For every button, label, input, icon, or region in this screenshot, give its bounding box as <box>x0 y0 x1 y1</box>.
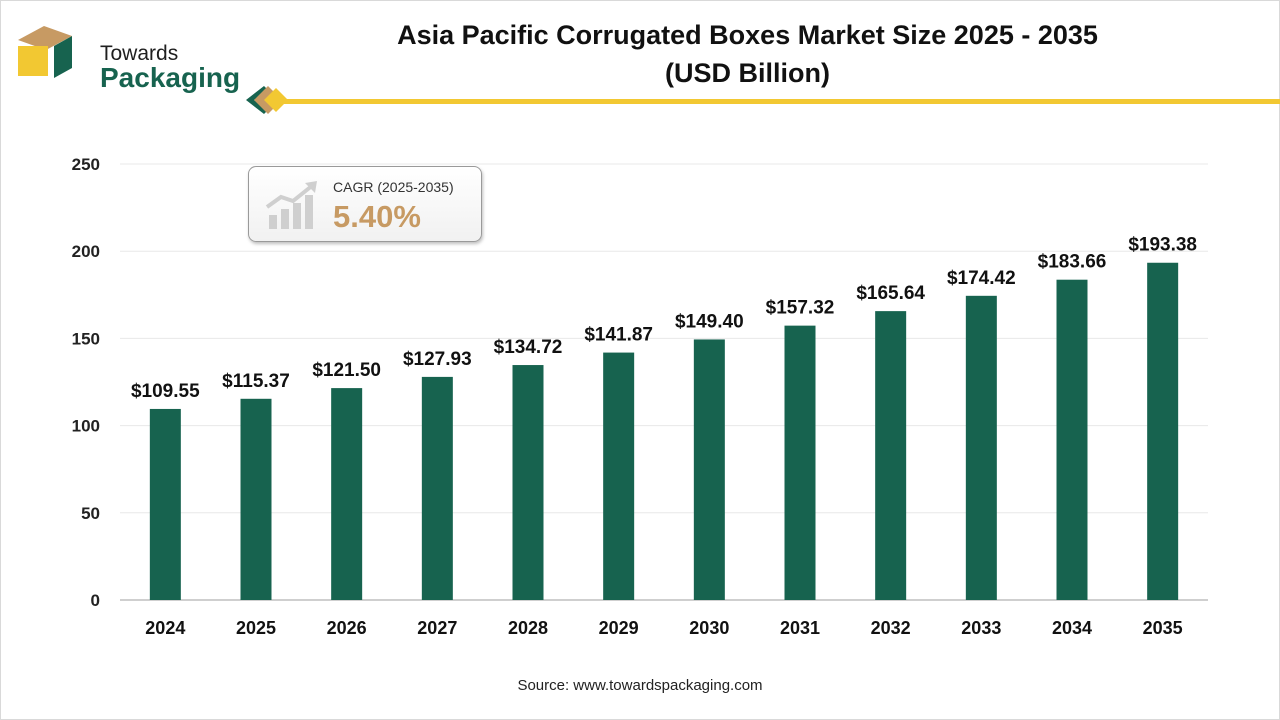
header-divider <box>246 86 1280 114</box>
chart-title-line1: Asia Pacific Corrugated Boxes Market Siz… <box>397 20 1098 50</box>
bar <box>331 388 363 600</box>
data-label: $141.87 <box>584 325 653 346</box>
x-tick-label: 2034 <box>1052 618 1092 638</box>
bar <box>1147 262 1179 600</box>
cagr-value: 5.40% <box>333 199 421 234</box>
x-tick-label: 2031 <box>780 618 820 638</box>
chart-title-line2: (USD Billion) <box>665 58 830 88</box>
x-tick-label: 2035 <box>1143 618 1183 638</box>
brand-name-line1: Towards <box>100 42 179 65</box>
x-tick-label: 2033 <box>961 618 1001 638</box>
data-label: $127.93 <box>403 349 472 370</box>
bar <box>693 339 725 600</box>
data-label: $193.38 <box>1128 235 1197 256</box>
bar <box>149 408 181 600</box>
data-label: $174.42 <box>947 268 1016 289</box>
data-label: $109.55 <box>131 381 200 402</box>
data-label: $183.66 <box>1038 252 1107 273</box>
x-tick-label: 2029 <box>599 618 639 638</box>
y-tick-label: 50 <box>81 504 100 523</box>
data-label: $149.40 <box>675 311 744 332</box>
data-label: $157.32 <box>766 298 835 319</box>
bar <box>965 295 997 600</box>
y-tick-label: 100 <box>72 417 100 436</box>
brand-name-line2: Packaging <box>100 62 241 93</box>
data-label: $121.50 <box>312 360 381 381</box>
x-tick-label: 2030 <box>689 618 729 638</box>
bar <box>421 376 453 600</box>
bar <box>240 398 272 600</box>
bar <box>1056 279 1088 600</box>
chart-title: Asia Pacific Corrugated Boxes Market Siz… <box>300 16 1195 92</box>
y-tick-label: 200 <box>72 242 100 261</box>
data-label: $134.72 <box>494 337 563 358</box>
x-tick-label: 2027 <box>417 618 457 638</box>
bar <box>875 311 907 600</box>
x-tick-label: 2025 <box>236 618 276 638</box>
bar <box>603 352 635 600</box>
x-tick-label: 2032 <box>871 618 911 638</box>
bar <box>784 325 816 600</box>
y-tick-label: 150 <box>72 329 100 348</box>
cagr-label: CAGR (2025-2035) <box>333 179 454 195</box>
x-tick-label: 2026 <box>327 618 367 638</box>
data-label: $165.64 <box>856 283 925 304</box>
y-tick-label: 0 <box>91 591 100 610</box>
x-tick-label: 2028 <box>508 618 548 638</box>
brand-logo: Towards Packaging <box>14 20 244 93</box>
x-tick-label: 2024 <box>145 618 185 638</box>
source-note: Source: www.towardspackaging.com <box>517 677 763 694</box>
y-tick-label: 250 <box>72 155 100 174</box>
growth-chart-icon <box>265 181 317 229</box>
data-label: $115.37 <box>222 371 290 392</box>
bar <box>512 365 544 600</box>
cagr-box: CAGR (2025-2035) 5.40% <box>248 166 482 242</box>
box-logo-icon <box>18 26 72 78</box>
